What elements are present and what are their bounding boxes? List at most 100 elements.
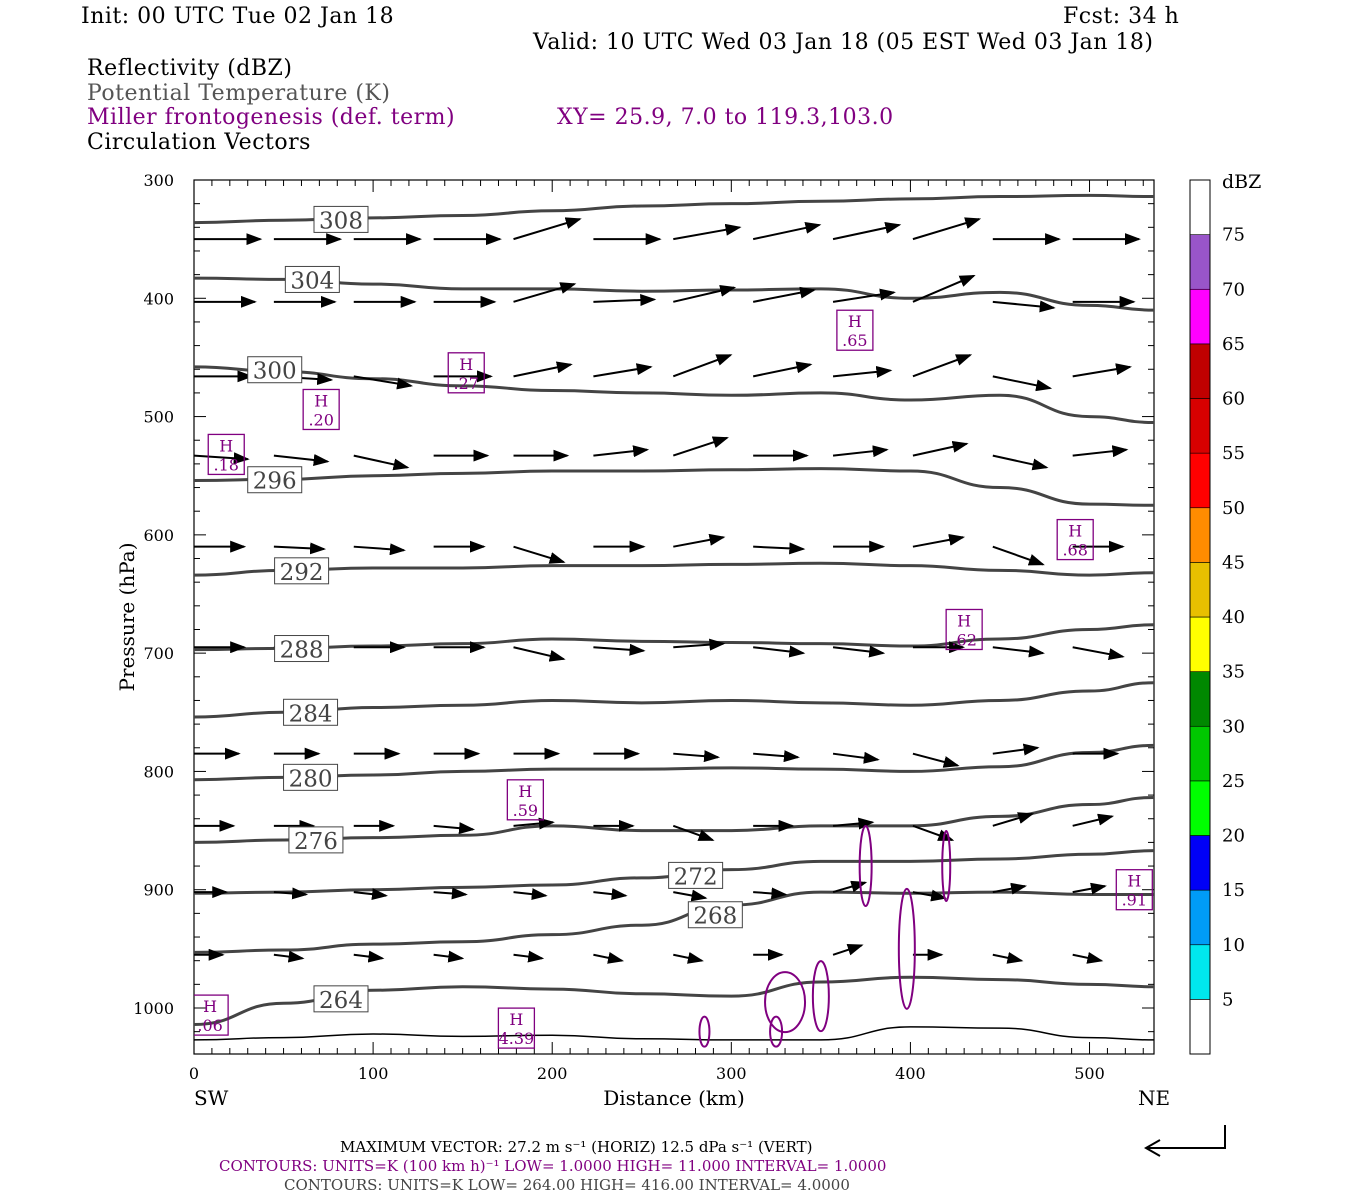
- frontogenesis-max-box: [945, 608, 983, 651]
- circulation-vector: [433, 822, 476, 835]
- frontogenesis-contour: [764, 971, 807, 1034]
- field-reflectivity: Reflectivity (dBZ): [87, 56, 293, 81]
- frontogenesis-max-H: H: [1127, 872, 1141, 891]
- frontogenesis-max-H: H: [459, 355, 473, 374]
- circulation-vector: [513, 361, 573, 378]
- circulation-vector: [673, 889, 708, 902]
- fronto-contours-note: CONTOURS: UNITS=K (100 km h)⁻¹ LOW= 1.00…: [219, 1157, 887, 1175]
- colorbar-swatch: [1189, 671, 1211, 727]
- circulation-vector: [353, 375, 414, 390]
- circulation-vector: [992, 743, 1040, 756]
- ne-label: NE: [1138, 1086, 1170, 1110]
- frontogenesis-max-value: 4.39: [499, 1029, 535, 1048]
- circulation-vector: [273, 454, 330, 466]
- theta-contour-288: [194, 623, 1154, 652]
- circulation-vector: [672, 354, 733, 378]
- circulation-vector: [353, 888, 388, 901]
- colorbar-frame: [1189, 179, 1211, 1055]
- circulation-vector: [992, 882, 1028, 895]
- colorbar-label: 40: [1222, 607, 1245, 628]
- circulation-vector: [912, 354, 973, 378]
- colorbar-label: 5: [1222, 989, 1233, 1010]
- frontogenesis-contour: [858, 825, 873, 908]
- circulation-vector: [992, 645, 1045, 658]
- frontogenesis-max-H: H: [848, 312, 862, 331]
- frontogenesis-max-H: H: [509, 1010, 523, 1029]
- theta-label-box: [247, 356, 303, 384]
- circulation-vector: [832, 365, 893, 378]
- theta-label: 296: [253, 469, 297, 495]
- circulation-vector: [673, 223, 742, 241]
- sw-label: SW: [194, 1086, 229, 1110]
- theta-label: 276: [294, 829, 338, 855]
- max-vector-note: MAXIMUM VECTOR: 27.2 m s⁻¹ (HORIZ) 12.5 …: [340, 1138, 813, 1156]
- colorbar-label: 30: [1222, 716, 1245, 737]
- frontogenesis-max-H: H: [203, 997, 217, 1016]
- circulation-vector: [832, 944, 864, 956]
- frontogenesis-max-H: H: [518, 782, 532, 801]
- theta-contour-284: [194, 681, 1154, 719]
- circulation-vector: [433, 950, 465, 963]
- y-tick-label: 700: [143, 644, 174, 663]
- circulation-vector: [1072, 363, 1132, 378]
- theta-label: 308: [319, 208, 363, 234]
- frontogenesis-contour: [698, 1015, 711, 1048]
- field-frontogenesis: Miller frontogenesis (def. term): [87, 105, 456, 130]
- circulation-vector: [992, 951, 1024, 964]
- circulation-vector: [513, 217, 582, 241]
- theta-label: 268: [693, 904, 737, 930]
- theta-label: 272: [674, 864, 718, 890]
- circulation-vector: [513, 282, 577, 303]
- colorbar-swatch: [1189, 944, 1211, 1000]
- frontogenesis-max-box: [497, 1007, 536, 1049]
- circulation-vector: [673, 951, 704, 964]
- frontogenesis-max-box: [1056, 518, 1094, 561]
- circulation-vector: [1072, 646, 1125, 660]
- forecast-hour: Fcst: 34 h: [1063, 4, 1180, 29]
- circulation-vector: [912, 274, 976, 303]
- circulation-vector: [513, 817, 555, 830]
- y-tick-label: 400: [143, 289, 174, 308]
- circulation-vector: [672, 436, 729, 457]
- circulation-vector: [992, 545, 1045, 566]
- circulation-vector: [1072, 882, 1107, 895]
- circulation-vector: [353, 454, 410, 471]
- circulation-vector: [513, 888, 548, 901]
- frontogenesis-max-H: H: [314, 391, 328, 410]
- theta-contour-268: [194, 890, 1154, 954]
- circulation-vector: [832, 817, 875, 830]
- circulation-vector: [273, 542, 327, 555]
- circulation-vector: [273, 950, 305, 963]
- circulation-vector: [753, 887, 788, 900]
- colorbar-swatch: [1189, 398, 1211, 454]
- frontogenesis-max-value: .68: [1062, 541, 1087, 560]
- theta-label-box: [284, 265, 340, 293]
- circulation-vector: [673, 750, 721, 763]
- theta-contour-296: [194, 467, 1154, 507]
- frontogenesis-max-value: .62: [951, 630, 976, 649]
- theta-label-box: [283, 698, 339, 726]
- circulation-vector: [992, 300, 1056, 313]
- theta-label-box: [313, 985, 369, 1013]
- circulation-vector: [673, 284, 737, 303]
- x-axis-label: Distance (km): [603, 1086, 745, 1110]
- frontogenesis-contour: [769, 1015, 784, 1048]
- theta-label-box: [274, 635, 330, 663]
- circulation-vector: [593, 951, 625, 964]
- plot-content: 308304300296292288284280276272268264H.27…: [194, 193, 1154, 1049]
- y-tick-label: 300: [143, 171, 174, 190]
- colorbar-swatch: [1189, 835, 1211, 891]
- colorbar-label: 65: [1222, 334, 1245, 355]
- circulation-vector: [992, 812, 1035, 827]
- circulation-vector: [912, 217, 982, 241]
- y-axis-label: Pressure (hPa): [115, 543, 139, 692]
- colorbar-swatch: [1189, 889, 1211, 946]
- theta-label: 264: [319, 988, 363, 1014]
- circulation-vector: [752, 286, 817, 303]
- circulation-vector: [992, 454, 1049, 471]
- colorbar-swatch: [1189, 780, 1211, 836]
- colorbar-swatch: [1189, 507, 1211, 563]
- colorbar-label: 70: [1222, 279, 1245, 300]
- circulation-vector: [753, 645, 806, 658]
- y-tick-label: 500: [143, 408, 174, 427]
